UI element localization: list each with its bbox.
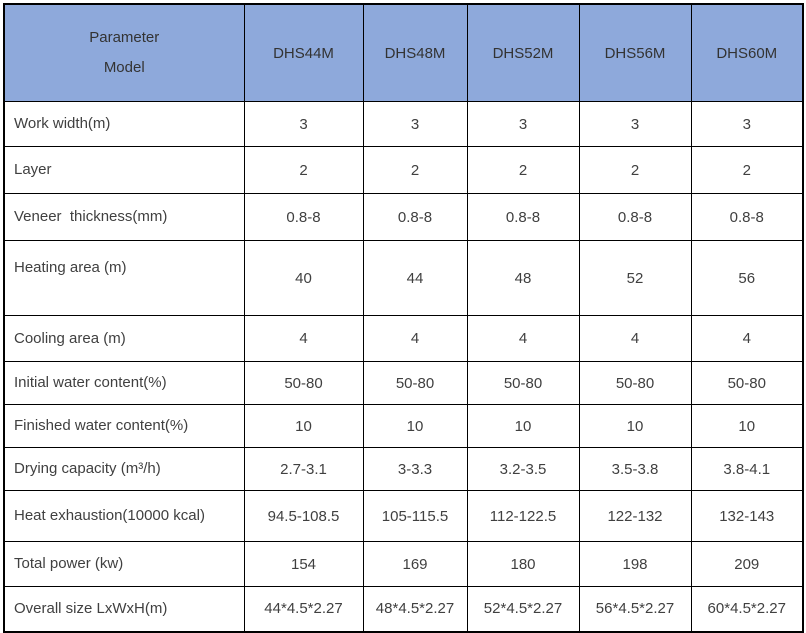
value-cell: 10 xyxy=(690,404,804,448)
value-cell: 50-80 xyxy=(690,361,804,405)
table-row: Overall size LxWxH(m) 44*4.5*2.27 48*4.5*2… xyxy=(3,586,804,632)
value-cell: 0.8-8 xyxy=(690,193,804,241)
value-cell: 2 xyxy=(243,146,364,194)
table-row: Total power (kw) 154 169 180 198 209 xyxy=(3,541,804,587)
value-cell: 3 xyxy=(578,101,692,147)
table-row: Layer 2 2 2 2 2 xyxy=(3,146,804,194)
row-label: Heating area (m) xyxy=(3,240,245,316)
value-cell: 3.8-4.1 xyxy=(690,447,804,491)
column-header-dhs48m: DHS48M xyxy=(362,3,468,102)
value-cell: 50-80 xyxy=(578,361,692,405)
value-cell: 52*4.5*2.27 xyxy=(466,586,580,632)
value-cell: 0.8-8 xyxy=(578,193,692,241)
value-cell: 40 xyxy=(243,240,364,316)
value-cell: 154 xyxy=(243,541,364,587)
value-cell: 50-80 xyxy=(243,361,364,405)
table-row: Heating area (m) 40 44 48 52 56 xyxy=(3,240,804,316)
table-row: Heat exhaustion(10000 kcal) 94.5-108.5 105… xyxy=(3,490,804,542)
value-cell: 122-132 xyxy=(578,490,692,542)
value-cell: 52 xyxy=(578,240,692,316)
value-cell: 4 xyxy=(466,315,580,362)
value-cell: 3 xyxy=(690,101,804,147)
column-header-dhs44m: DHS44M xyxy=(243,3,364,102)
value-cell: 3.5-3.8 xyxy=(578,447,692,491)
value-cell: 0.8-8 xyxy=(466,193,580,241)
value-cell: 48*4.5*2.27 xyxy=(362,586,468,632)
corner-header-line2: Model xyxy=(103,59,145,76)
value-cell: 209 xyxy=(690,541,804,587)
value-cell: 3-3.3 xyxy=(362,447,468,491)
row-label: Initial water content(%) xyxy=(3,361,245,405)
value-cell: 10 xyxy=(243,404,364,448)
column-header-dhs52m: DHS52M xyxy=(466,3,580,102)
value-cell: 56*4.5*2.27 xyxy=(578,586,692,632)
value-cell: 4 xyxy=(690,315,804,362)
table-row: Cooling area (m) 4 4 4 4 4 xyxy=(3,315,804,362)
row-label: Veneer thickness(mm) xyxy=(3,193,245,241)
value-cell: 112-122.5 xyxy=(466,490,580,542)
spec-table: Parameter Model DHS44M DHS48M DHS52M DHS… xyxy=(3,3,804,633)
value-cell: 2.7-3.1 xyxy=(243,447,364,491)
table-body: Work width(m) 3 3 3 3 3 Layer 2 2 2 2 2 Veneer thick… xyxy=(3,101,804,632)
row-label: Cooling area (m) xyxy=(3,315,245,362)
value-cell: 3 xyxy=(466,101,580,147)
value-cell: 105-115.5 xyxy=(362,490,468,542)
value-cell: 94.5-108.5 xyxy=(243,490,364,542)
value-cell: 50-80 xyxy=(466,361,580,405)
value-cell: 44 xyxy=(362,240,468,316)
value-cell: 3 xyxy=(362,101,468,147)
table-row: Initial water content(%) 50-80 50-80 50-80 5… xyxy=(3,361,804,405)
value-cell: 4 xyxy=(578,315,692,362)
value-cell: 2 xyxy=(578,146,692,194)
value-cell: 3.2-3.5 xyxy=(466,447,580,491)
row-label: Finished water content(%) xyxy=(3,404,245,448)
value-cell: 2 xyxy=(362,146,468,194)
value-cell: 50-80 xyxy=(362,361,468,405)
value-cell: 10 xyxy=(466,404,580,448)
value-cell: 4 xyxy=(362,315,468,362)
value-cell: 132-143 xyxy=(690,490,804,542)
value-cell: 44*4.5*2.27 xyxy=(243,586,364,632)
row-label: Drying capacity (m³/h) xyxy=(3,447,245,491)
row-label: Work width(m) xyxy=(3,101,245,147)
column-header-dhs56m: DHS56M xyxy=(578,3,692,102)
value-cell: 180 xyxy=(466,541,580,587)
corner-header-cell: Parameter Model xyxy=(3,3,245,102)
value-cell: 48 xyxy=(466,240,580,316)
value-cell: 198 xyxy=(578,541,692,587)
corner-header-line1: Parameter xyxy=(89,29,160,46)
value-cell: 2 xyxy=(690,146,804,194)
table-row: Drying capacity (m³/h) 2.7-3.1 3-3.3 3.2-3.… xyxy=(3,447,804,491)
value-cell: 169 xyxy=(362,541,468,587)
table-row: Work width(m) 3 3 3 3 3 xyxy=(3,101,804,147)
table-header: Parameter Model DHS44M DHS48M DHS52M DHS… xyxy=(3,3,804,102)
table-row: Veneer thickness(mm) 0.8-8 0.8-8 0.8-8 0.8-8… xyxy=(3,193,804,241)
value-cell: 0.8-8 xyxy=(362,193,468,241)
value-cell: 3 xyxy=(243,101,364,147)
value-cell: 10 xyxy=(578,404,692,448)
row-label: Overall size LxWxH(m) xyxy=(3,586,245,632)
row-label: Total power (kw) xyxy=(3,541,245,587)
value-cell: 2 xyxy=(466,146,580,194)
table-row: Finished water content(%) 10 10 10 10 10 xyxy=(3,404,804,448)
value-cell: 10 xyxy=(362,404,468,448)
value-cell: 60*4.5*2.27 xyxy=(690,586,804,632)
value-cell: 4 xyxy=(243,315,364,362)
row-label: Heat exhaustion(10000 kcal) xyxy=(3,490,245,542)
column-header-dhs60m: DHS60M xyxy=(690,3,804,102)
row-label: Layer xyxy=(3,146,245,194)
value-cell: 56 xyxy=(690,240,804,316)
value-cell: 0.8-8 xyxy=(243,193,364,241)
header-row: Parameter Model DHS44M DHS48M DHS52M DHS… xyxy=(3,3,804,102)
